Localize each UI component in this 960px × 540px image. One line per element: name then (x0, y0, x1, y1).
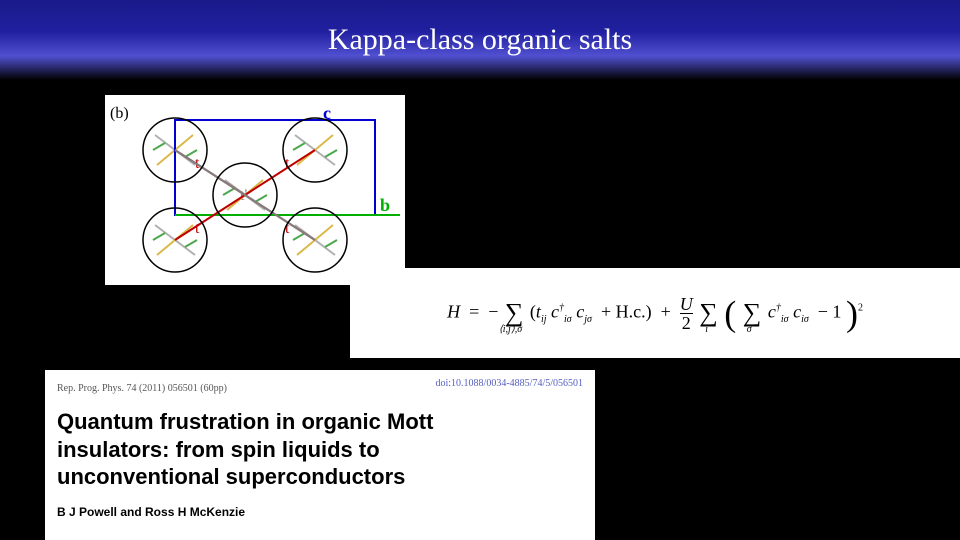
eq-c1: c (551, 301, 559, 321)
sum3-sub: σ (747, 324, 752, 335)
journal-line: Rep. Prog. Phys. 74 (2011) 056501 (60pp)… (57, 378, 583, 396)
eq-U: U (680, 294, 693, 314)
paper-title-line1: Quantum frustration in organic Mott (57, 409, 433, 434)
red-bond-upper (175, 150, 315, 195)
panel-b-lattice: (b) c b t t t t t' (105, 95, 405, 285)
eq-c3: c (768, 301, 776, 321)
sum-3: ∑σ (743, 298, 762, 328)
journal-ref: Rep. Prog. Phys. 74 (2011) 056501 (60pp) (57, 383, 227, 394)
eq-c3-sub: iσ (781, 314, 789, 325)
eq-equals: = (469, 301, 479, 321)
eq-c2-sub: jσ (584, 314, 592, 325)
eq-2: 2 (680, 313, 693, 332)
paper-title: Quantum frustration in organic Mott insu… (57, 408, 583, 491)
sum2-sub: i (705, 324, 708, 335)
eq-plus1: + (601, 301, 611, 321)
title-bar: Kappa-class organic salts (0, 0, 960, 80)
eq-minus1: − 1 (818, 301, 842, 321)
eq-hc: H.c. (616, 301, 646, 321)
eq-c4-sub: iσ (801, 314, 809, 325)
slide-title: Kappa-class organic salts (328, 23, 632, 57)
eq-dag1: † (559, 302, 564, 313)
paper-authors: B J Powell and Ross H McKenzie (57, 505, 583, 519)
eq-c1-sub: iσ (564, 314, 572, 325)
panel-b-svg (105, 95, 405, 285)
unit-cell-rect (175, 120, 375, 215)
hamiltonian-equation: H = − ∑⟨i,j⟩,σ (tij c†iσ cjσ + H.c.) + U… (447, 295, 863, 332)
eq-minus: − (488, 301, 498, 321)
eq-c4: c (793, 301, 801, 321)
paper-title-line2: insulators: from spin liquids to (57, 437, 380, 462)
eq-dag2: † (776, 302, 781, 313)
eq-H: H (447, 301, 460, 321)
red-bond-lower (175, 195, 315, 240)
eq-plus2: + (661, 301, 671, 321)
eq-sq: 2 (858, 302, 863, 313)
hamiltonian-panel: H = − ∑⟨i,j⟩,σ (tij c†iσ cjσ + H.c.) + U… (350, 268, 960, 358)
sum1-sub: ⟨i,j⟩,σ (499, 324, 522, 335)
paper-title-line3: unconventional superconductors (57, 464, 405, 489)
sum-2: ∑i (699, 298, 718, 328)
sum-1: ∑⟨i,j⟩,σ (505, 298, 524, 328)
doi-ref: doi:10.1088/0034-4885/74/5/056501 (436, 378, 584, 389)
paper-citation-panel: Rep. Prog. Phys. 74 (2011) 056501 (60pp)… (45, 370, 595, 540)
eq-t-sub: ij (541, 314, 547, 325)
